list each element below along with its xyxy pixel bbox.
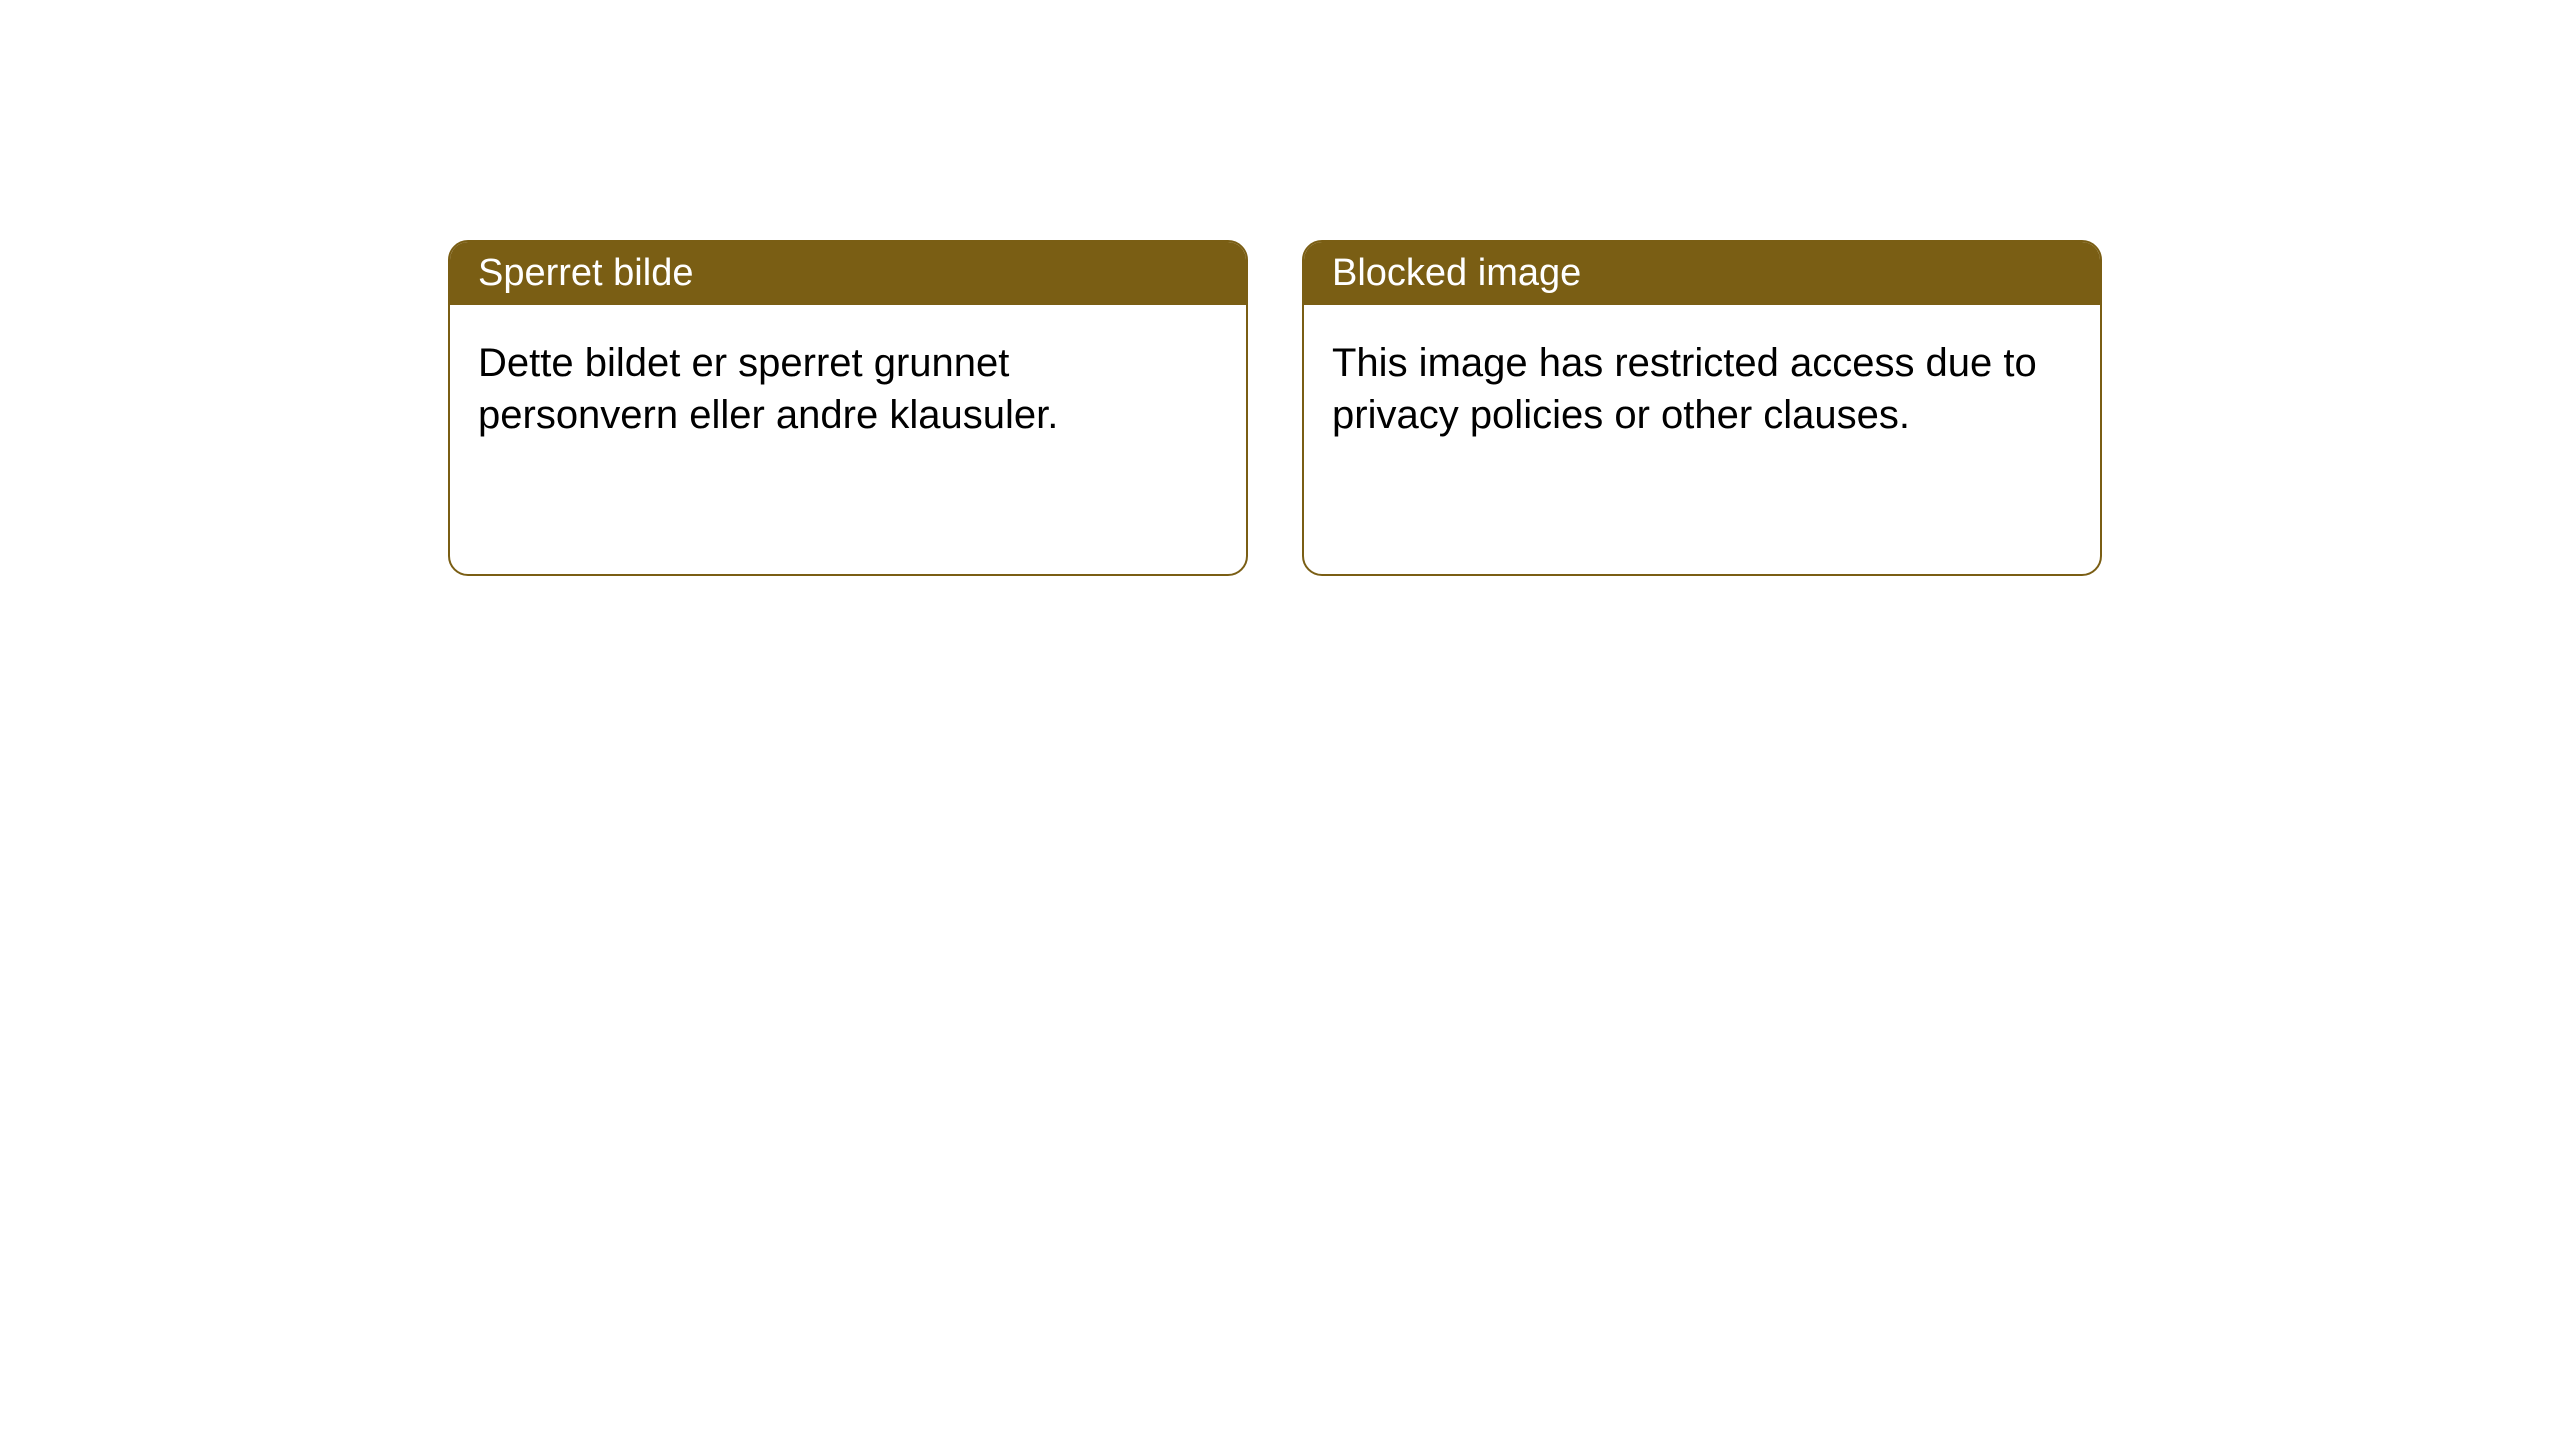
blocked-image-card-no: Sperret bilde Dette bildet er sperret gr… (448, 240, 1248, 576)
card-header: Blocked image (1304, 242, 2100, 305)
card-body: Dette bildet er sperret grunnet personve… (450, 305, 1246, 473)
card-message: This image has restricted access due to … (1332, 341, 2037, 437)
card-body: This image has restricted access due to … (1304, 305, 2100, 473)
card-title: Sperret bilde (478, 252, 693, 294)
notice-cards-container: Sperret bilde Dette bildet er sperret gr… (0, 0, 2560, 576)
blocked-image-card-en: Blocked image This image has restricted … (1302, 240, 2102, 576)
card-header: Sperret bilde (450, 242, 1246, 305)
card-message: Dette bildet er sperret grunnet personve… (478, 341, 1058, 437)
card-title: Blocked image (1332, 252, 1581, 294)
